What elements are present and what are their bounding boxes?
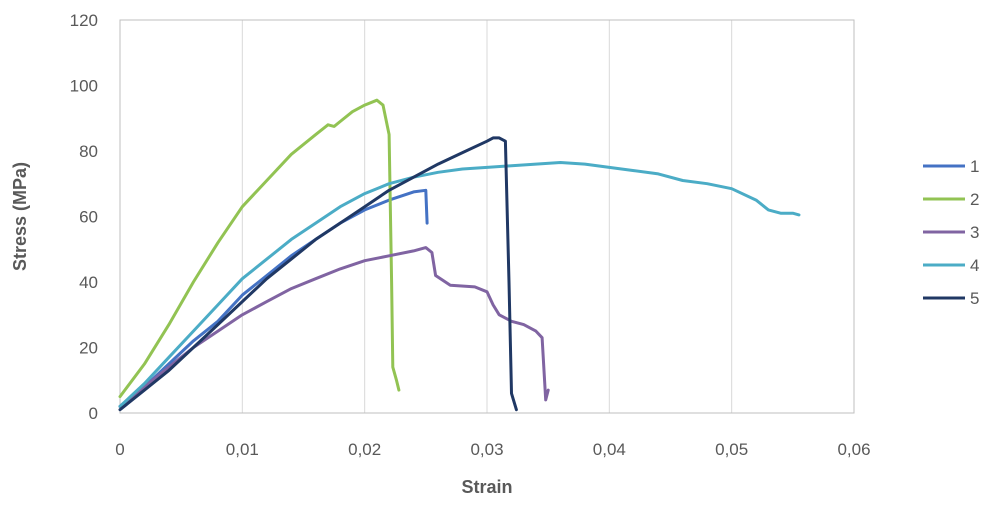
series-line-4: [118, 161, 801, 408]
x-tick-label: 0: [115, 440, 124, 459]
y-tick-label: 100: [70, 77, 98, 96]
legend-label-5: 5: [970, 289, 979, 308]
y-tick-label: 20: [79, 339, 98, 358]
x-tick-label: 0,03: [470, 440, 503, 459]
series-line-3: [118, 246, 550, 408]
legend-label-4: 4: [970, 256, 979, 275]
y-tick-label: 120: [70, 11, 98, 30]
x-tick-label: 0,06: [837, 440, 870, 459]
y-tick-label: 60: [79, 208, 98, 227]
plot-area-frame: [119, 19, 855, 414]
series-line-5: [118, 136, 518, 412]
legend-label-2: 2: [970, 190, 979, 209]
y-tick-label: 80: [79, 142, 98, 161]
legend-label-1: 1: [970, 157, 979, 176]
legend-label-3: 3: [970, 223, 979, 242]
series-line-2: [118, 98, 401, 399]
x-tick-label: 0,04: [593, 440, 626, 459]
y-tick-label: 0: [89, 404, 98, 423]
data-series: [118, 98, 801, 412]
legend: 1 2 3 4 5: [923, 157, 979, 308]
y-axis-title: Stress (MPa): [10, 162, 30, 271]
series-line-1: [118, 188, 429, 408]
y-tick-label: 40: [79, 273, 98, 292]
x-tick-label: 0,02: [348, 440, 381, 459]
x-tick-label: 0,05: [715, 440, 748, 459]
plot-area-border: [119, 19, 855, 414]
x-tick-label: 0,01: [226, 440, 259, 459]
x-tick-labels: 0 0,01 0,02 0,03 0,04 0,05 0,06: [115, 440, 870, 459]
y-tick-labels: 0 20 40 60 80 100 120: [70, 11, 98, 423]
grid-lines: [241, 20, 733, 413]
x-axis-title: Strain: [461, 477, 512, 497]
